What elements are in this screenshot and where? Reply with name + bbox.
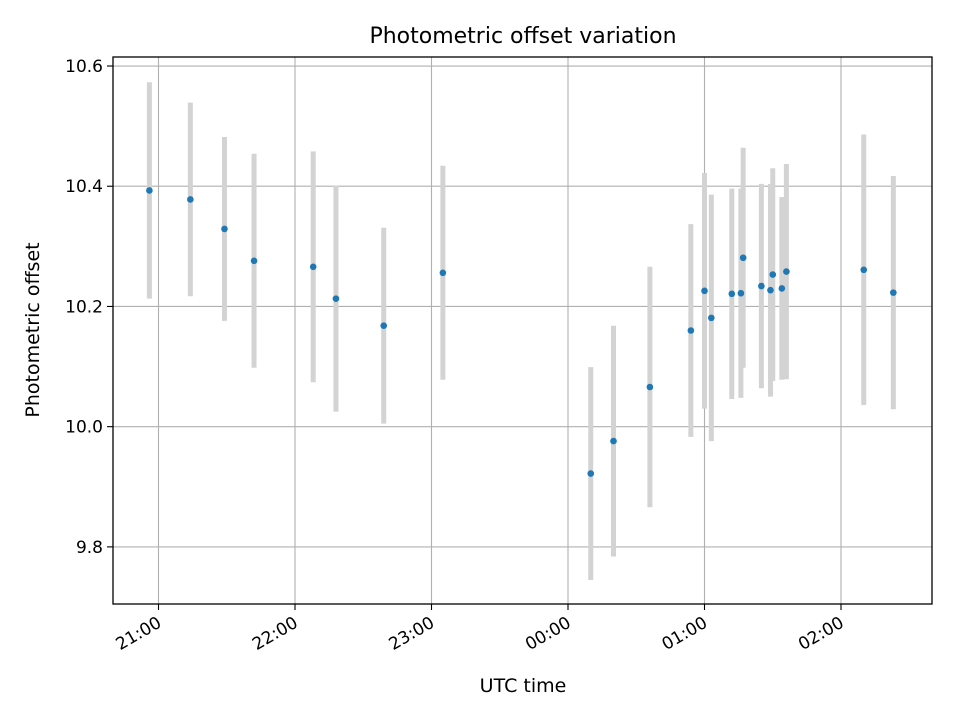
data-point xyxy=(737,289,745,297)
plot-frame xyxy=(112,56,933,605)
data-point xyxy=(728,290,736,298)
y-axis-ticks: 9.8 10.0 10.2 10.4 10.6 xyxy=(65,57,113,558)
y-tick-label: 9.8 xyxy=(76,538,103,558)
y-axis-label: Photometric offset xyxy=(22,242,44,417)
chart-title: Photometric offset variation xyxy=(369,24,676,49)
y-tick-label: 10.6 xyxy=(65,57,103,77)
data-point xyxy=(187,196,194,203)
data-point xyxy=(587,470,595,477)
data-point xyxy=(767,286,774,294)
y-tick-label: 10.4 xyxy=(65,177,103,197)
data-point xyxy=(739,254,747,262)
data-point xyxy=(778,285,786,292)
data-point xyxy=(701,287,708,295)
data-point xyxy=(146,187,153,194)
data-point xyxy=(332,295,340,302)
x-axis-label: UTC time xyxy=(480,675,567,697)
data-point xyxy=(646,383,654,391)
data-point xyxy=(769,271,777,278)
y-tick-label: 10.2 xyxy=(65,297,103,317)
data-point xyxy=(439,269,447,277)
data-point xyxy=(860,266,868,274)
data-point xyxy=(221,225,228,233)
data-point xyxy=(890,289,897,296)
data-point xyxy=(610,437,617,445)
data-point xyxy=(783,268,790,275)
data-point xyxy=(758,282,765,290)
point-layer xyxy=(146,187,897,477)
data-point xyxy=(250,257,258,265)
y-tick-label: 10.0 xyxy=(65,418,103,438)
data-point xyxy=(687,327,695,334)
data-point xyxy=(708,314,715,322)
data-point xyxy=(309,263,317,271)
data-point xyxy=(380,322,388,329)
